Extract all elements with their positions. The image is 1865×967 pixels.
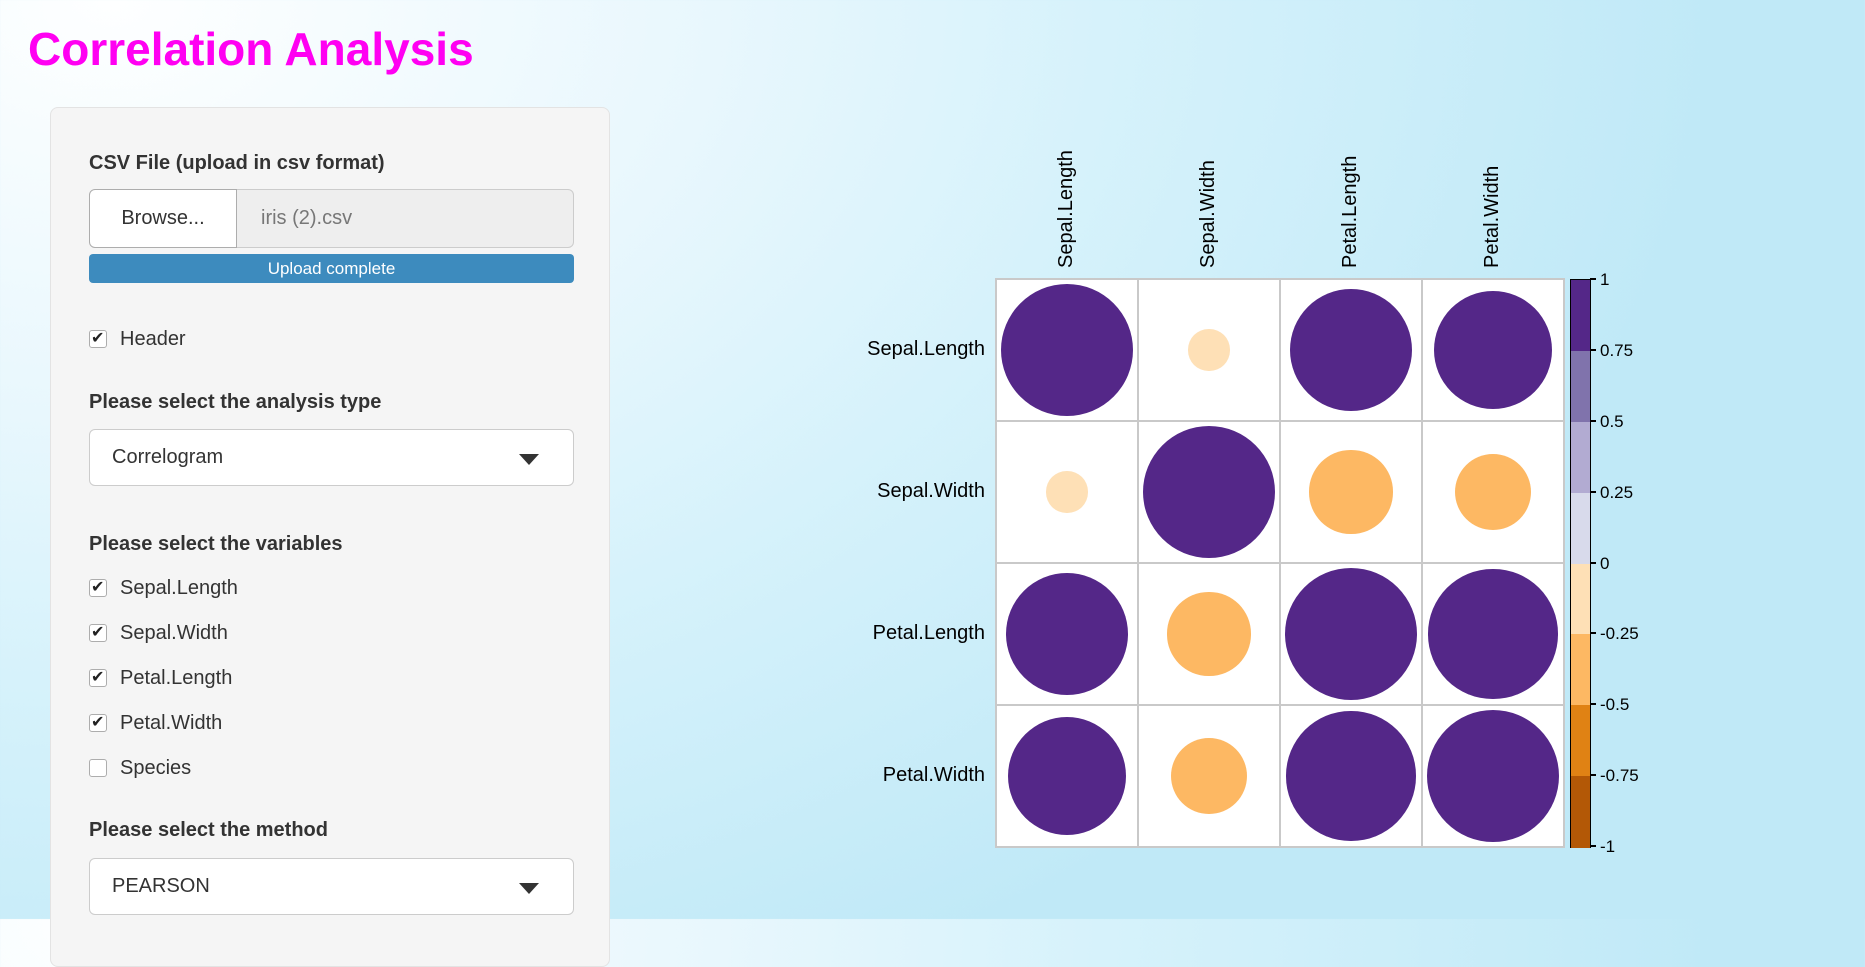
colorbar-segment	[1571, 492, 1590, 564]
col-label: Sepal.Length	[1055, 150, 1077, 268]
colorbar-tick	[1590, 845, 1596, 847]
colorbar-segment	[1571, 421, 1590, 494]
colorbar-tick-label: -0.25	[1600, 624, 1639, 644]
upload-progress-bar: Upload complete	[89, 254, 574, 283]
colorbar-tick	[1590, 348, 1596, 351]
header-checkbox-container: Header	[89, 326, 186, 352]
variable-petal-length-row: Petal.Length	[89, 665, 232, 691]
chevron-down-icon	[519, 883, 539, 894]
file-input-group: Browse... iris (2).csv	[89, 189, 574, 248]
variables-label: Please select the variables	[89, 533, 343, 555]
grid-cell	[1138, 705, 1280, 847]
variable-sepal-length-row: Sepal.Length	[89, 575, 238, 601]
browse-button[interactable]: Browse...	[89, 189, 237, 248]
correlation-circle	[1007, 716, 1127, 836]
analysis-type-select[interactable]: Correlogram	[89, 429, 574, 486]
correlation-circle	[1046, 471, 1088, 513]
colorbar-tick	[1590, 278, 1596, 280]
colorbar-tick	[1590, 774, 1596, 777]
colorbar-tick	[1590, 419, 1596, 422]
variable-petal-length-label: Petal.Length	[120, 666, 233, 689]
correlation-circle	[1188, 329, 1230, 371]
correlation-circle	[1284, 567, 1418, 701]
variable-petal-length-checkbox[interactable]	[89, 667, 107, 687]
correlation-circle	[1433, 290, 1553, 410]
colorbar-tick	[1590, 703, 1596, 706]
method-label: Please select the method	[89, 819, 328, 841]
colorbar-tick-label: 0.25	[1600, 482, 1634, 502]
colorbar-tick-label: -0.5	[1600, 695, 1630, 715]
variable-sepal-width-row: Sepal.Width	[89, 620, 228, 646]
colorbar-segment	[1571, 350, 1590, 423]
variable-petal-width-label: Petal.Width	[120, 711, 223, 734]
chevron-down-icon	[519, 454, 539, 465]
correlation-circle	[1170, 737, 1248, 815]
row-label: Petal.Length	[872, 622, 985, 644]
colorbar-segment	[1571, 280, 1590, 352]
variable-sepal-width-checkbox[interactable]	[89, 622, 107, 642]
correlation-circle	[1454, 453, 1532, 531]
colorbar-tick-label: 0.5	[1600, 411, 1624, 431]
row-label: Sepal.Width	[877, 480, 985, 502]
correlation-circle	[1286, 711, 1416, 841]
correlation-circle	[1428, 569, 1558, 699]
grid-cell	[1138, 563, 1280, 705]
page-title: Correlation Analysis	[28, 23, 474, 75]
variable-species-label: Species	[120, 756, 192, 779]
variable-sepal-length-checkbox[interactable]	[89, 577, 107, 597]
variable-species-checkbox[interactable]	[89, 759, 107, 777]
colorbar-segment	[1571, 705, 1590, 777]
header-checkbox[interactable]	[89, 328, 107, 348]
colorbar-tick	[1590, 490, 1596, 493]
sidebar-panel: CSV File (upload in csv format) Browse..…	[50, 107, 610, 967]
variable-petal-width-row: Petal.Width	[89, 710, 222, 736]
col-label: Petal.Length	[1339, 155, 1361, 268]
header-label: Header	[120, 327, 186, 350]
method-select[interactable]: PEARSON	[89, 858, 574, 915]
correlation-circle	[1309, 450, 1393, 534]
colorbar-tick-label: -1	[1600, 837, 1616, 856]
variable-species-row: Species	[89, 755, 191, 781]
variable-petal-width-checkbox[interactable]	[89, 712, 107, 732]
colorbar-segment	[1571, 563, 1590, 635]
variable-sepal-length-label: Sepal.Length	[120, 576, 238, 599]
correlation-circle	[1289, 288, 1413, 412]
row-label: Sepal.Length	[867, 338, 985, 360]
analysis-type-label: Please select the analysis type	[89, 391, 382, 413]
colorbar-tick-label: 1	[1600, 270, 1610, 289]
correlation-circle	[1426, 709, 1560, 843]
correlation-circle	[1167, 592, 1251, 676]
col-label: Petal.Width	[1481, 165, 1503, 268]
header-row: Header	[89, 326, 186, 352]
colorbar-tick-label: 0.75	[1600, 340, 1634, 360]
colorbar-segment	[1571, 776, 1590, 848]
colorbar-tick	[1590, 561, 1596, 564]
csv-file-label: CSV File (upload in csv format)	[89, 152, 385, 174]
correlation-circle	[1142, 425, 1276, 559]
correlation-circle	[1005, 572, 1129, 696]
correlation-circle	[1000, 283, 1134, 417]
method-value: PEARSON	[112, 875, 210, 897]
colorbar	[1570, 279, 1591, 848]
col-label: Sepal.Width	[1197, 160, 1219, 268]
variable-sepal-width-label: Sepal.Width	[120, 621, 228, 644]
correlogram-grid	[995, 278, 1565, 848]
analysis-type-value: Correlogram	[112, 446, 224, 468]
colorbar-segment	[1571, 634, 1590, 706]
row-label: Petal.Width	[882, 764, 985, 786]
colorbar-tick	[1590, 632, 1596, 635]
colorbar-tick-label: 0	[1600, 553, 1610, 573]
colorbar-tick-label: -0.75	[1600, 766, 1639, 786]
file-name-field[interactable]: iris (2).csv	[237, 189, 574, 248]
